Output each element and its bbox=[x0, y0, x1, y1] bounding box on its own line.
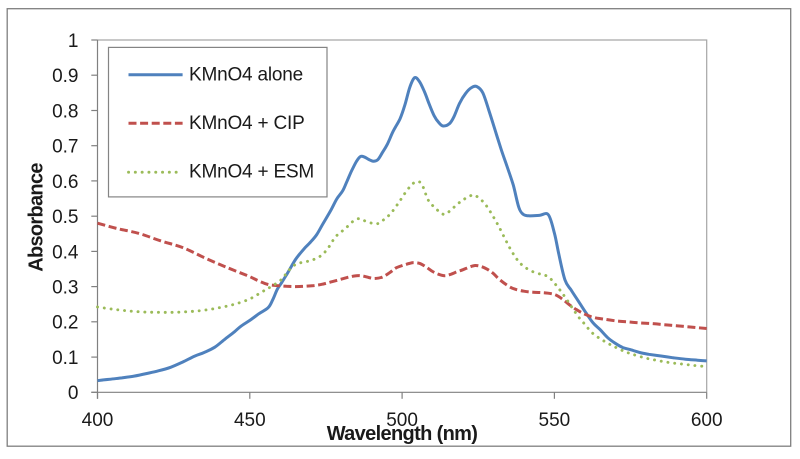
svg-text:Absorbance: Absorbance bbox=[25, 163, 47, 272]
svg-text:Wavelength (nm): Wavelength (nm) bbox=[327, 423, 478, 445]
svg-text:500: 500 bbox=[386, 410, 418, 431]
svg-text:KMnO4 + CIP: KMnO4 + CIP bbox=[189, 113, 305, 134]
svg-text:KMnO4 + ESM: KMnO4 + ESM bbox=[189, 162, 314, 183]
svg-text:0.7: 0.7 bbox=[52, 137, 78, 158]
svg-text:0.2: 0.2 bbox=[52, 313, 78, 334]
svg-text:0.8: 0.8 bbox=[52, 101, 78, 122]
svg-text:450: 450 bbox=[234, 410, 266, 431]
svg-text:0.5: 0.5 bbox=[52, 207, 78, 228]
svg-text:550: 550 bbox=[539, 410, 571, 431]
svg-text:KMnO4 alone: KMnO4 alone bbox=[189, 64, 303, 85]
svg-text:0.4: 0.4 bbox=[52, 242, 79, 263]
svg-text:600: 600 bbox=[691, 410, 723, 431]
svg-text:0.3: 0.3 bbox=[52, 278, 78, 299]
svg-text:1: 1 bbox=[68, 31, 79, 52]
svg-text:0.9: 0.9 bbox=[52, 66, 78, 87]
svg-text:400: 400 bbox=[82, 410, 114, 431]
svg-text:0: 0 bbox=[68, 383, 79, 404]
svg-text:0.6: 0.6 bbox=[52, 172, 78, 193]
svg-text:0.1: 0.1 bbox=[52, 348, 78, 369]
